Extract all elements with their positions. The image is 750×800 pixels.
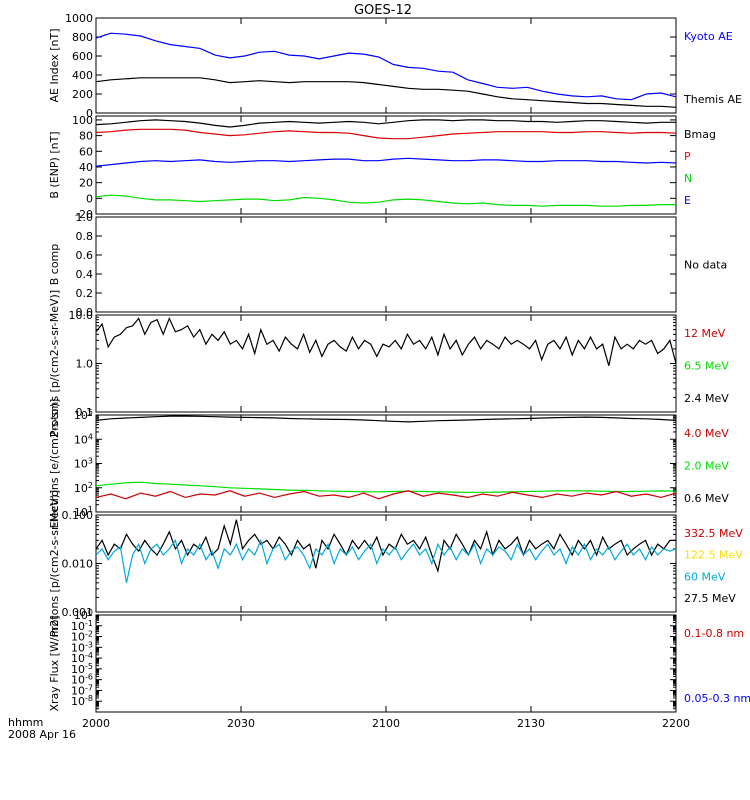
ytick-label: 105 <box>74 408 93 422</box>
ytick-label: 40 <box>79 161 93 174</box>
series-27-5-mev <box>95 519 676 574</box>
legend-entry: 27.5 MeV <box>684 592 736 605</box>
ytick-label: 800 <box>72 31 93 44</box>
ytick-label: 200 <box>72 88 93 101</box>
legend-entry: No data <box>684 259 727 272</box>
ytick-label: 20 <box>79 177 93 190</box>
plot-title: GOES-12 <box>354 3 412 18</box>
panel-bfield: -20 0 20 40 60 80 100 B (ENP) [nT] Bmag PNE <box>48 114 716 221</box>
series-p <box>95 128 677 140</box>
panel-frame <box>95 414 677 513</box>
series-kyoto-ae <box>95 32 677 101</box>
ytick-label: 0.2 <box>76 287 94 300</box>
y-axis-label: Xray Flux [W/m2] <box>48 615 61 711</box>
legend-entry: 4.0 MeV <box>684 427 729 440</box>
legend-entry: 0.05-0.3 nm <box>684 692 750 705</box>
ytick-label: 0.100 <box>62 509 94 522</box>
series-60-mev <box>95 538 677 583</box>
ytick-label: 0.1 <box>76 406 94 419</box>
legend-entry: 2.0 MeV <box>684 460 729 473</box>
ytick-label: 0.0 <box>76 306 94 319</box>
panel-frame <box>95 514 677 613</box>
ytick-label: 1000 <box>65 12 93 25</box>
date-label: 2008 Apr 16 <box>8 728 76 741</box>
ytick-label: -20 <box>75 208 93 221</box>
time-axis-label: hhmm <box>8 716 43 729</box>
legend-entry: Bmag <box>684 128 716 141</box>
y-axis-label: Protons [p/(cm2-s-sr-MeV)] <box>48 490 61 637</box>
ytick-label: 0 <box>86 107 93 120</box>
ytick-label: 100 <box>72 114 93 127</box>
ytick-label: 103 <box>74 457 93 471</box>
legend-entry: 122.5 MeV <box>684 549 743 562</box>
series-n <box>95 157 677 167</box>
legend-entry: 0.1-0.8 nm <box>684 627 744 640</box>
panel-bcomp: 0.0 0.2 0.4 0.6 0.8 1.0 B comp No data <box>48 211 727 319</box>
ytick-label: 60 <box>79 145 93 158</box>
xtick-label: 2100 <box>372 717 400 730</box>
legend-entry: E <box>684 194 691 207</box>
legend-entry: 332.5 MeV <box>684 527 743 540</box>
panel-frame <box>95 314 677 413</box>
ytick-label: 0.001 <box>62 606 94 619</box>
ytick-label: 0 <box>86 192 93 205</box>
y-axis-label: B (ENP) [nT] <box>48 131 61 198</box>
ytick-label: 600 <box>72 50 93 63</box>
panel-protons_hi: 0.1 1.0 10.0 Protons [p/(cm2-s-sr-MeV)] 12 M… <box>48 290 729 437</box>
legend-entry: 6.5 MeV <box>684 360 729 373</box>
ytick-label: 102 <box>74 481 93 495</box>
panel-frame <box>95 216 677 313</box>
panel-ae: 0 200 400 600 800 1000 AE Index [nT] Kyoto AE Th… <box>48 12 742 120</box>
y-axis-label: B comp <box>48 244 61 286</box>
panel-xray: 10-810-710-610-510-410-310-210-1100Xray … <box>48 608 750 713</box>
legend-entry: P <box>684 150 691 163</box>
series-4-0-mev <box>95 490 677 500</box>
xtick-label: 2000 <box>82 717 110 730</box>
ytick-label: 1.0 <box>76 211 94 224</box>
series-e <box>95 194 676 207</box>
ytick-label: 400 <box>72 69 93 82</box>
legend-entry: 12 MeV <box>684 327 726 340</box>
panel-frame <box>95 614 677 713</box>
ytick-label: 80 <box>79 130 93 143</box>
panel-frame <box>95 17 677 114</box>
ytick-label: 0.4 <box>76 268 94 281</box>
ytick-label: 0.010 <box>62 558 94 571</box>
y-axis-label: Protons [p/(cm2-s-sr-MeV)] <box>48 290 61 437</box>
legend-entry: Themis AE <box>683 93 742 106</box>
xtick-label: 2200 <box>662 717 690 730</box>
legend-entry: 60 MeV <box>684 570 726 583</box>
legend-entry: N <box>684 172 692 185</box>
y-axis-label: Electrons [e/(cm2-s-sr)] <box>48 399 61 529</box>
xtick-label: 2030 <box>227 717 255 730</box>
legend-entry: Kyoto AE <box>684 30 733 43</box>
legend-entry: 0.6 MeV <box>684 492 729 505</box>
series-bmag <box>95 119 676 128</box>
series-themis-ae <box>95 77 677 108</box>
series-2-4-mev <box>95 316 677 366</box>
y-axis-label: AE Index [nT] <box>48 28 61 102</box>
ytick-label: 10.0 <box>69 309 94 322</box>
ytick-label: 0.6 <box>76 249 94 262</box>
series-0-6-mev <box>95 415 677 423</box>
ytick-label: 1.0 <box>76 358 94 371</box>
ytick-label: 104 <box>74 432 93 446</box>
legend-entry: 2.4 MeV <box>684 392 729 405</box>
ytick-label: 0.8 <box>76 230 94 243</box>
xtick-label: 2130 <box>517 717 545 730</box>
series-2-0-mev <box>95 481 677 493</box>
panel-frame <box>95 115 677 215</box>
